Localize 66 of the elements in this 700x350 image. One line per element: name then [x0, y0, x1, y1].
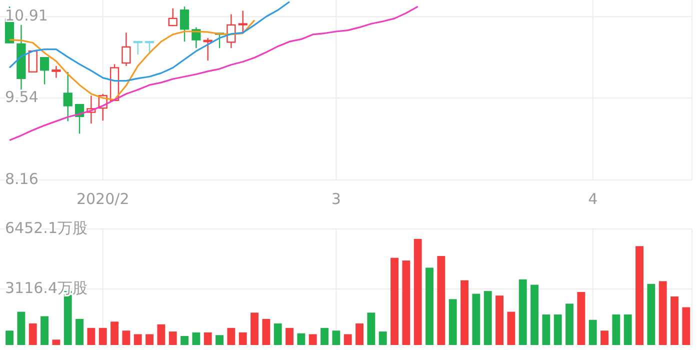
bar — [658, 281, 667, 345]
y-tick-label: 8.16 — [5, 170, 38, 188]
y-tick-label: 9.54 — [5, 88, 38, 106]
bar — [530, 284, 538, 345]
bar — [367, 312, 376, 345]
y-tick-label: 6452.1万股 — [5, 219, 88, 238]
line-series — [8, 0, 290, 82]
bar — [378, 332, 387, 345]
bar — [460, 280, 468, 345]
bar — [87, 328, 96, 345]
bar — [390, 258, 398, 345]
bar — [566, 304, 574, 345]
bar — [180, 336, 188, 345]
bar — [448, 299, 457, 345]
bar — [286, 328, 294, 345]
bar — [647, 284, 656, 345]
bar — [168, 332, 177, 345]
bar — [250, 312, 258, 345]
bar — [554, 314, 562, 345]
bar — [484, 291, 492, 345]
bar — [577, 292, 586, 345]
bar — [98, 328, 107, 345]
bar — [320, 328, 328, 345]
bar — [588, 320, 597, 345]
bar — [262, 318, 270, 345]
bar — [6, 330, 14, 345]
bar — [612, 314, 620, 345]
bar — [332, 330, 340, 345]
x-tick-label: 3 — [331, 190, 341, 208]
bar — [344, 334, 352, 345]
x-tick-label: 2020/2 — [76, 190, 130, 208]
bar — [518, 279, 527, 345]
bar — [670, 296, 678, 345]
bar — [238, 332, 247, 345]
bar — [496, 296, 504, 345]
bar — [146, 334, 154, 345]
bar — [17, 312, 26, 345]
bar — [507, 312, 516, 345]
bar — [192, 332, 200, 345]
bar — [600, 330, 608, 345]
bar — [308, 334, 317, 345]
bar — [28, 323, 37, 345]
bar — [426, 268, 434, 345]
bar — [134, 334, 142, 345]
bar — [682, 307, 690, 345]
bar — [110, 322, 118, 345]
bar — [216, 335, 224, 345]
bar — [356, 323, 364, 345]
bar — [204, 332, 212, 345]
bar — [157, 324, 166, 345]
bar — [472, 294, 480, 345]
bar — [414, 238, 422, 345]
bar — [624, 314, 632, 345]
bar — [297, 333, 306, 345]
bar — [402, 260, 410, 345]
bar — [636, 246, 644, 345]
y-tick-label: 3116.4万股 — [5, 279, 88, 298]
bar — [76, 318, 84, 345]
bar — [40, 316, 48, 345]
bar — [52, 340, 60, 345]
bar — [437, 256, 446, 345]
bar — [227, 328, 236, 345]
x-tick-label: 4 — [588, 190, 598, 208]
bar — [274, 323, 282, 345]
bar — [542, 314, 550, 345]
bar — [122, 330, 130, 345]
